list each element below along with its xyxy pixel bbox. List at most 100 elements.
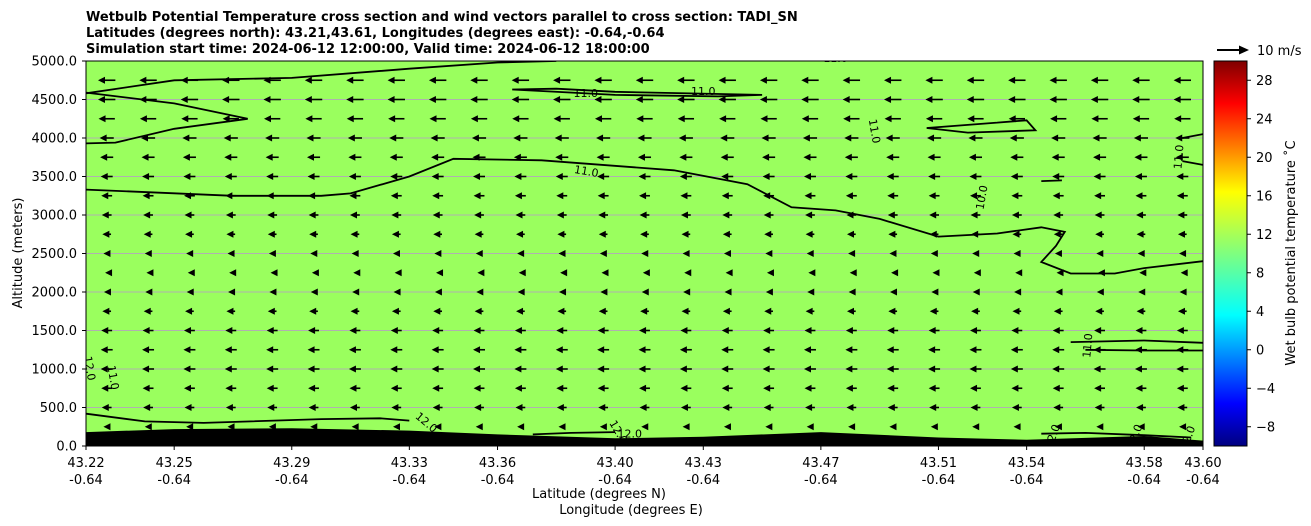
wind-vector xyxy=(805,211,815,219)
wind-vector xyxy=(886,346,899,354)
wind-vector xyxy=(476,288,484,296)
wind-vector xyxy=(222,76,240,84)
wind-vector xyxy=(473,346,485,354)
wind-vector xyxy=(267,404,278,411)
wind-vector xyxy=(1094,384,1106,392)
plot-area: 11.0 11.0 11.0 11.0 11.0 10.0 11.0 11.0 11.0 12.0… xyxy=(86,61,1203,446)
wind-vector xyxy=(556,211,567,219)
contour-line xyxy=(532,431,616,436)
wind-vector xyxy=(1090,76,1109,84)
wind-vector xyxy=(1175,134,1190,142)
colorbar-tick-label: 28 xyxy=(1256,74,1273,89)
wind-vector xyxy=(183,384,195,392)
wind-vector xyxy=(263,76,281,84)
contour-label: 11.0 xyxy=(1171,144,1186,170)
wind-vector xyxy=(804,346,816,354)
wind-vector xyxy=(558,423,566,431)
wind-vector xyxy=(515,211,526,219)
wind-vector xyxy=(971,307,980,315)
wind-vector xyxy=(845,192,857,200)
y-axis-label: Altitude (meters) xyxy=(11,198,26,309)
wind-vector xyxy=(391,404,402,411)
wind-vector xyxy=(596,134,611,142)
wind-vector xyxy=(760,115,777,123)
wind-vector xyxy=(101,384,113,392)
wind-vector xyxy=(970,192,981,200)
wind-vector xyxy=(553,76,571,84)
wind-vector xyxy=(473,173,485,180)
wind-vector xyxy=(350,230,360,238)
wind-vector xyxy=(599,423,607,431)
chart-title: Wetbulb Potential Temperature cross sect… xyxy=(86,10,798,57)
wind-vector xyxy=(761,134,776,142)
wind-vector xyxy=(1132,96,1150,103)
wind-vector xyxy=(801,96,819,103)
x-axis-label-2: Longitude (degrees E) xyxy=(559,503,703,518)
contour-line xyxy=(926,119,1038,134)
wind-vector xyxy=(512,115,529,123)
wind-vector xyxy=(677,96,695,103)
wind-vector xyxy=(1012,307,1022,315)
wind-vector xyxy=(1179,250,1187,257)
wind-vector xyxy=(930,250,938,257)
wind-vector xyxy=(183,173,196,180)
wind-vector xyxy=(229,269,237,277)
wind-vector xyxy=(101,404,112,411)
x-axis-label: Latitude (degrees N) xyxy=(532,487,666,502)
wind-vector xyxy=(514,346,527,354)
contour-line xyxy=(86,157,1203,275)
x-tick-label-lat: 43.54 xyxy=(1008,456,1045,471)
wind-vector xyxy=(436,269,444,277)
wind-vector xyxy=(514,192,526,200)
wind-vector xyxy=(1014,288,1022,296)
wind-vector xyxy=(432,327,444,334)
wind-vector xyxy=(930,423,938,431)
wind-vector xyxy=(1176,192,1188,200)
wind-vector xyxy=(1177,307,1187,315)
wind-vector xyxy=(470,76,488,84)
wind-vector xyxy=(805,230,815,238)
wind-vector xyxy=(1091,115,1108,123)
wind-vector xyxy=(759,76,778,84)
wind-vector xyxy=(472,153,486,161)
wind-vector xyxy=(517,288,525,296)
wind-vector xyxy=(805,404,815,411)
wind-vector xyxy=(265,134,280,142)
wind-vector xyxy=(848,288,856,296)
wind-vector xyxy=(393,288,401,296)
wind-vector xyxy=(969,346,982,354)
wind-vector xyxy=(389,153,403,161)
wind-vector xyxy=(597,346,610,354)
wind-vector xyxy=(884,76,902,84)
title-line-3: Simulation start time: 2024-06-12 12:00:… xyxy=(86,42,650,57)
wind-vector xyxy=(720,153,734,161)
wind-vector xyxy=(349,192,361,200)
wind-vector xyxy=(804,365,816,373)
wind-vector xyxy=(929,307,939,315)
wind-vector xyxy=(346,115,364,123)
wind-vector xyxy=(804,327,816,334)
wind-vector xyxy=(1092,134,1107,142)
wind-vector xyxy=(1010,365,1023,373)
wind-vector xyxy=(887,327,899,334)
wind-vector xyxy=(144,250,152,257)
colorbar-tick-label: 20 xyxy=(1256,151,1273,166)
wind-vector xyxy=(308,384,319,392)
wind-vector xyxy=(101,211,112,219)
wind-vector xyxy=(143,307,153,315)
contour-line xyxy=(86,61,557,95)
wind-vector xyxy=(721,384,733,392)
wind-vector xyxy=(765,250,773,257)
wind-vector xyxy=(1054,423,1062,431)
wind-vector xyxy=(843,115,860,123)
wind-vector xyxy=(764,230,773,238)
wind-vector xyxy=(1053,230,1063,238)
wind-vector xyxy=(763,192,775,200)
wind-vector xyxy=(310,288,318,296)
x-tick-label-lon: -0.64 xyxy=(922,473,956,488)
wind-vector xyxy=(885,134,900,142)
colorbar-tick-label: 0 xyxy=(1256,343,1264,358)
wind-vector xyxy=(718,96,736,103)
wind-vector xyxy=(225,192,237,200)
